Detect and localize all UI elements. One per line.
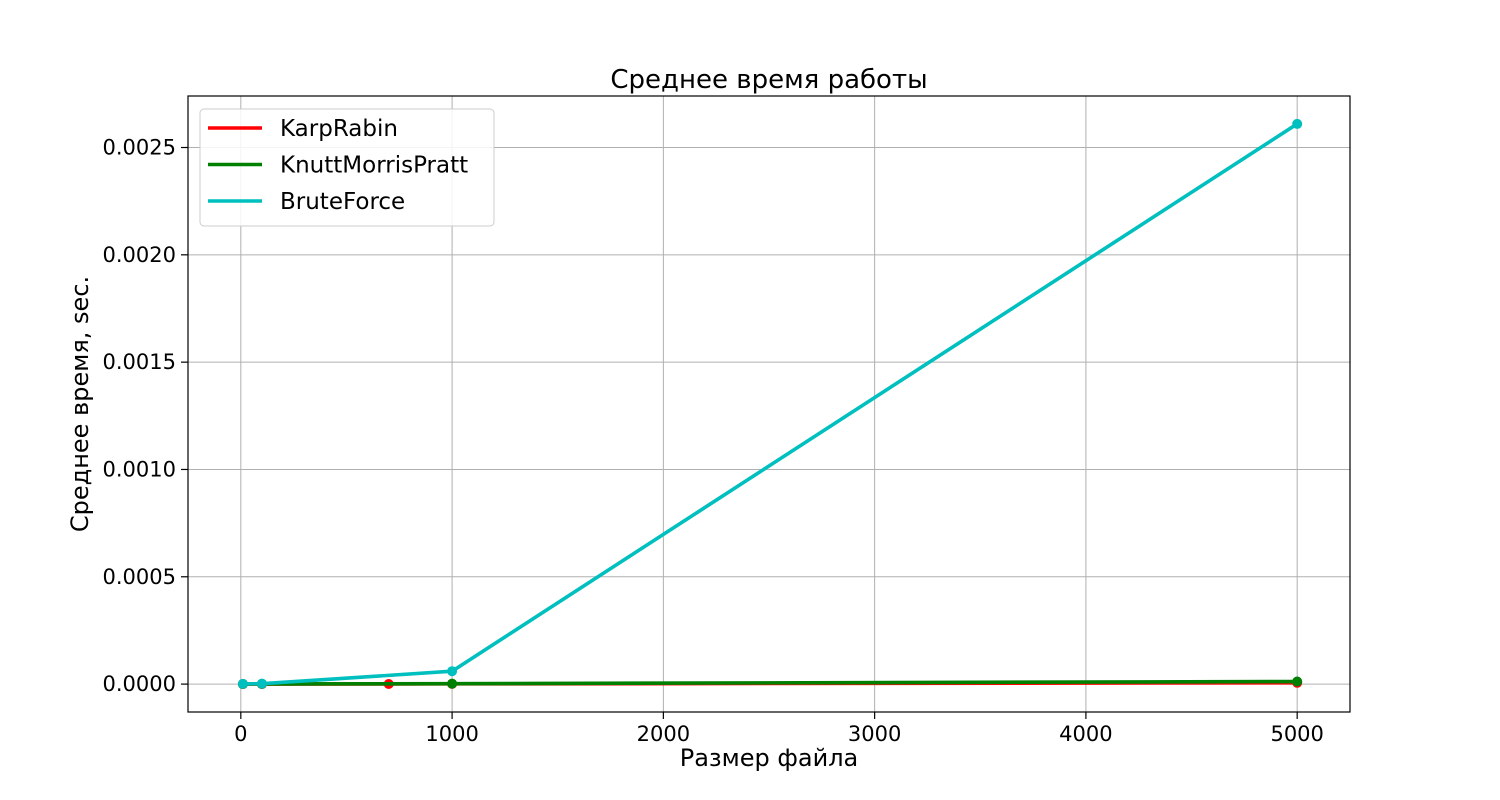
series-BruteForce (237, 118, 1303, 689)
y-tick-label: 0.0000 (103, 672, 176, 696)
series-line (241, 122, 1299, 686)
legend-label: KnuttMorrisPratt (280, 153, 468, 179)
x-tick-label: 5000 (1270, 722, 1323, 746)
legend: KarpRabin KnuttMorrisPratt BruteForce (199, 108, 495, 227)
legend-label: KarpRabin (280, 116, 398, 142)
legend-box (199, 108, 495, 227)
data-point (1292, 676, 1303, 687)
x-tick-label: 0 (234, 722, 247, 746)
x-tick-label: 1000 (425, 722, 478, 746)
x-tick-label: 3000 (848, 722, 901, 746)
x-tick-label: 4000 (1059, 722, 1112, 746)
data-point (1292, 118, 1303, 129)
data-point (447, 666, 458, 677)
data-point (237, 678, 248, 689)
y-tick-label: 0.0015 (103, 350, 176, 374)
legend-label: BruteForce (280, 189, 405, 215)
y-tick-label: 0.0020 (103, 243, 176, 267)
x-axis-ticks: 0 1000 2000 3000 4000 5000 (234, 712, 1324, 746)
data-point (447, 678, 458, 689)
plot-frame (187, 95, 1351, 713)
data-point (256, 678, 267, 689)
y-tick-label: 0.0025 (103, 136, 176, 160)
y-tick-label: 0.0010 (103, 457, 176, 481)
y-axis-label: Среднее время, sec. (66, 276, 94, 532)
y-tick-label: 0.0005 (103, 565, 176, 589)
x-tick-label: 2000 (637, 722, 690, 746)
series-layer (237, 118, 1303, 690)
chart-title: Среднее время работы (610, 65, 927, 95)
x-axis-label: Размер файла (680, 744, 859, 772)
y-axis-ticks: 0.0000 0.0005 0.0010 0.0015 0.0020 0.0025 (103, 136, 188, 696)
